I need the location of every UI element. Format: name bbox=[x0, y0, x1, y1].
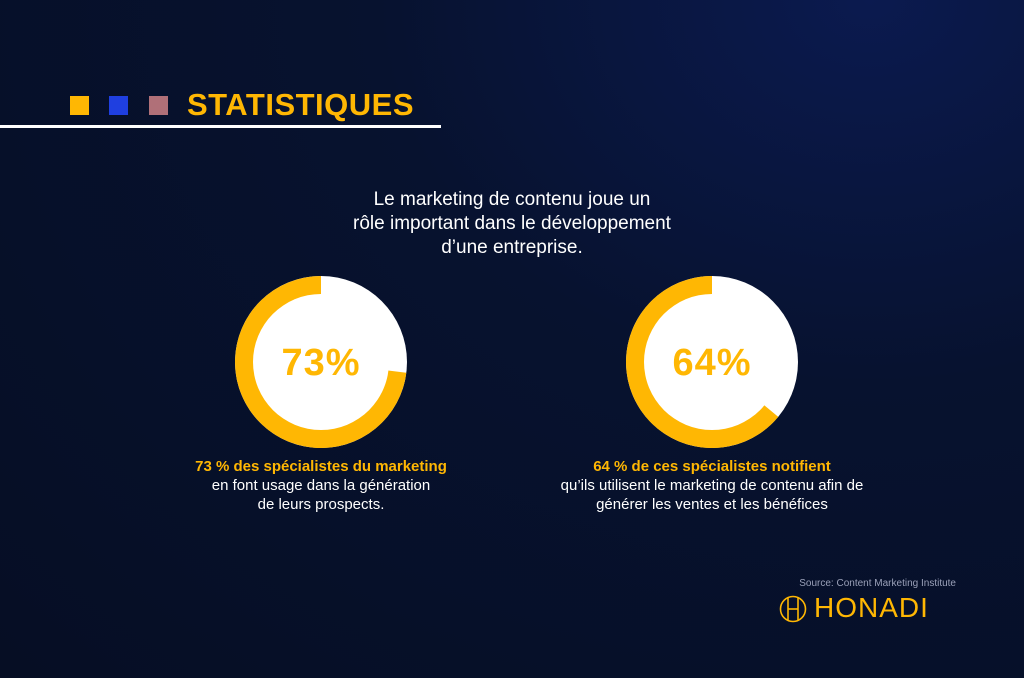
honadi-logo: HONADI bbox=[779, 592, 969, 624]
donut-chart-64: 64% bbox=[626, 276, 798, 448]
page-title: STATISTIQUES bbox=[187, 87, 415, 122]
caption-description: de leurs prospects. bbox=[257, 496, 385, 513]
logo-mark-icon bbox=[779, 595, 807, 623]
caption-description: générer les ventes et les bénéfices bbox=[596, 496, 828, 513]
donut-label-73: 73% bbox=[281, 342, 360, 384]
donut-hole bbox=[253, 294, 389, 430]
caption-description: qu’ils utilisent le marketing de contenu… bbox=[560, 477, 864, 494]
rose-square-icon bbox=[149, 96, 168, 115]
donut-hole bbox=[644, 294, 780, 430]
caption-description: en font usage dans la génération bbox=[211, 477, 431, 494]
intro-line: Le marketing de contenu joue un bbox=[373, 189, 651, 210]
intro-line: d’une entreprise. bbox=[441, 237, 583, 258]
logo-text: HONADI bbox=[814, 592, 929, 623]
caption-64: 64 % de ces spécialistes notifient qu’il… bbox=[522, 457, 902, 514]
donut-chart-73: 73% bbox=[235, 276, 407, 448]
caption-highlight: 64 % de ces spécialistes notifient bbox=[593, 458, 831, 475]
caption-highlight: 73 % des spécialistes du marketing bbox=[195, 458, 447, 475]
source-note: Source: Content Marketing Institute bbox=[799, 578, 956, 589]
donut-label-64: 64% bbox=[672, 342, 751, 384]
header: STATISTIQUES bbox=[0, 86, 441, 128]
blue-square-icon bbox=[109, 96, 128, 115]
caption-73: 73 % des spécialistes du marketing en fo… bbox=[131, 457, 511, 514]
intro-text: Le marketing de contenu joue un rôle imp… bbox=[300, 188, 724, 260]
yellow-square-icon bbox=[70, 96, 89, 115]
header-underline bbox=[0, 125, 441, 128]
intro-line: rôle important dans le développement bbox=[353, 213, 671, 234]
